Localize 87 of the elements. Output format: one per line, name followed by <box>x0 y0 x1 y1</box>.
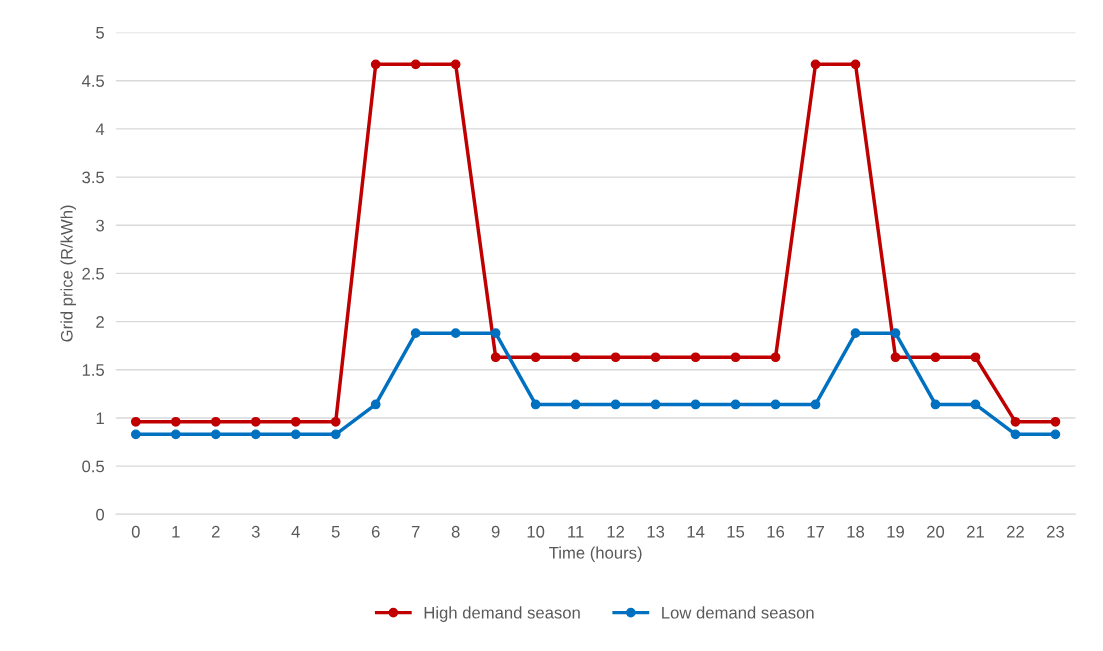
x-tick-label: 14 <box>687 526 705 538</box>
point <box>170 416 181 427</box>
x-tick-label: 23 <box>1047 525 1064 538</box>
point <box>770 352 781 363</box>
point <box>210 429 221 440</box>
point <box>690 399 701 410</box>
point <box>370 399 381 410</box>
x-tick-label: 9 <box>491 525 500 538</box>
x-tick-label: 19 <box>887 525 904 538</box>
point <box>570 352 581 363</box>
point <box>530 399 541 410</box>
x-tick-label: 10 <box>527 525 545 538</box>
x-tick-label: 12 <box>607 525 625 538</box>
point <box>850 328 861 339</box>
point <box>410 59 421 70</box>
point <box>770 399 781 410</box>
point <box>650 352 661 363</box>
x-tick-label: 4 <box>291 526 300 538</box>
point <box>1010 429 1021 440</box>
point <box>290 416 301 427</box>
x-tick-label: 20 <box>927 525 945 538</box>
point <box>970 399 981 410</box>
y-tick-label: 1.5 <box>82 364 105 376</box>
legend-label: Low demand season <box>662 606 814 619</box>
point <box>730 399 741 410</box>
y-tick-label: 1 <box>96 412 104 424</box>
point <box>370 59 381 70</box>
y-tick-label: 0.5 <box>82 460 105 473</box>
x-axis-title: Time (hours) <box>549 546 642 563</box>
point <box>130 429 141 440</box>
x-tick-label: 15 <box>727 526 745 538</box>
x-tick-label: 5 <box>331 526 340 538</box>
point <box>930 352 941 363</box>
x-tick-label: 13 <box>647 525 665 538</box>
legend-label: High demand season <box>424 606 580 622</box>
point <box>690 352 701 363</box>
point <box>490 352 501 363</box>
x-tick-label: 0 <box>131 525 140 538</box>
x-tick-label: 16 <box>767 525 785 538</box>
point <box>1010 416 1021 427</box>
point <box>250 416 261 427</box>
point <box>650 399 661 410</box>
point <box>250 429 261 440</box>
x-tick-label: 1 <box>172 526 180 538</box>
point <box>410 328 421 339</box>
y-tick-label: 4 <box>95 123 105 135</box>
point <box>1050 429 1061 440</box>
point <box>810 59 821 70</box>
x-tick-label: 6 <box>371 525 380 538</box>
y-tick-label: 4.5 <box>81 75 105 87</box>
point <box>490 328 501 339</box>
y-tick-label: 2.5 <box>82 267 105 280</box>
point <box>610 352 621 363</box>
point <box>330 429 341 440</box>
y-tick-label: 2 <box>96 316 104 328</box>
point <box>330 416 341 427</box>
x-tick-label: 21 <box>967 525 984 538</box>
x-tick-label: 8 <box>451 525 460 538</box>
point <box>450 328 461 339</box>
point <box>130 416 141 427</box>
point <box>530 352 541 363</box>
y-tick-label: 3.5 <box>82 171 105 184</box>
point <box>170 429 181 440</box>
y-tick-label: 5 <box>96 27 105 39</box>
point <box>570 399 581 410</box>
point <box>810 399 821 410</box>
point <box>970 352 981 363</box>
point <box>610 399 621 410</box>
point <box>210 416 221 427</box>
point <box>890 328 901 339</box>
point <box>450 59 461 70</box>
x-tick-label: 2 <box>211 525 220 538</box>
y-tick-label: 3 <box>96 219 104 232</box>
point <box>930 399 941 410</box>
point <box>850 59 861 70</box>
point <box>730 352 741 363</box>
y-tick-label: 0 <box>96 508 105 521</box>
x-tick-label: 17 <box>807 526 824 538</box>
x-tick-label: 18 <box>847 525 865 538</box>
x-tick-label: 3 <box>251 525 260 538</box>
x-tick-label: 11 <box>568 526 584 538</box>
x-tick-label: 7 <box>411 526 420 538</box>
x-tick-label: 22 <box>1007 525 1024 538</box>
y-axis-title: Grid price (R/kWh) <box>60 205 76 342</box>
point <box>290 429 301 440</box>
point <box>890 352 901 363</box>
point <box>1050 416 1061 427</box>
